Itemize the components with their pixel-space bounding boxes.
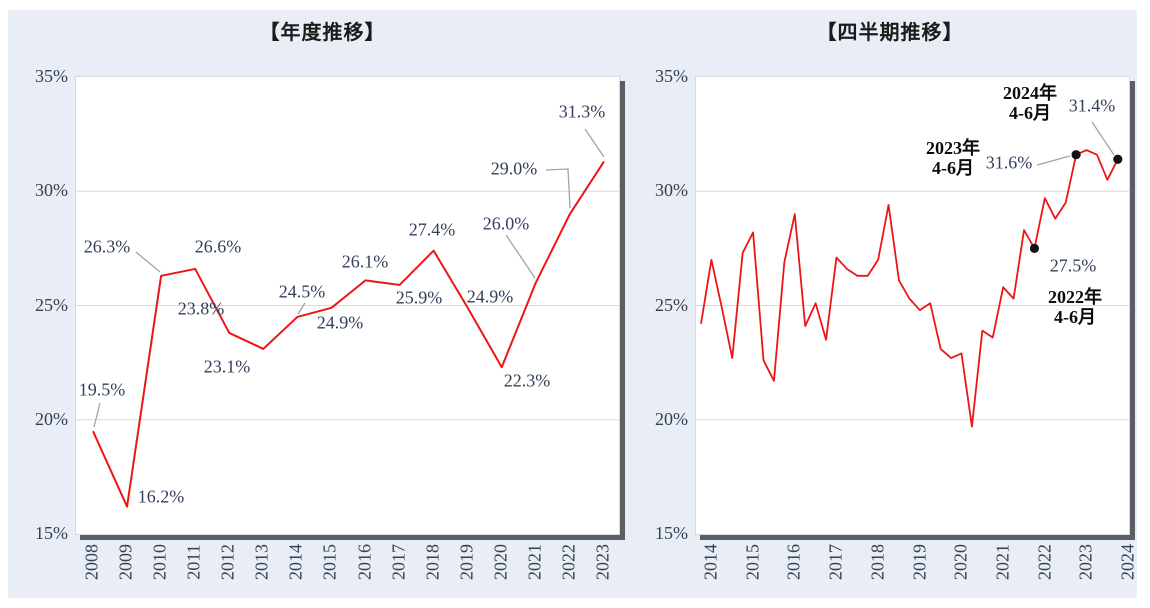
data-label: 26.6% xyxy=(194,236,242,257)
quarterly-chart-title: 【四半期推移】 xyxy=(816,22,964,44)
x-tick-label: 2023 xyxy=(1075,544,1096,580)
y-tick-label: 15% xyxy=(655,523,688,543)
quarterly-chart-plot-area xyxy=(695,76,1130,535)
x-tick-label: 2016 xyxy=(783,544,804,580)
trend-line xyxy=(92,161,605,508)
x-tick-label: 2012 xyxy=(217,544,238,580)
annual-trend-chart: 【年度推移】 35% 30% 25% 20% 15% 2008 2009 2010 2011 20… xyxy=(20,0,625,608)
data-label: 26.3% xyxy=(83,236,131,257)
x-tick-label: 2022 xyxy=(1034,544,1055,580)
x-tick-label: 2021 xyxy=(992,544,1013,580)
data-label: 26.1% xyxy=(341,251,389,272)
trend-line xyxy=(700,149,1119,428)
leader-line xyxy=(1091,121,1115,156)
leader-line xyxy=(135,251,161,273)
x-tick-label: 2018 xyxy=(867,544,888,580)
y-tick-label: 25% xyxy=(655,294,688,315)
annotation-value-label: 31.4% xyxy=(1068,95,1116,116)
data-label: 24.9% xyxy=(466,286,514,307)
annotation-period-label: 2022年 4-6月 xyxy=(1048,286,1102,327)
x-tick-label: 2022 xyxy=(558,544,579,580)
x-tick-label: 2010 xyxy=(149,544,170,580)
y-tick-label: 30% xyxy=(655,180,688,201)
x-tick-label: 2017 xyxy=(825,544,846,580)
x-tick-label: 2008 xyxy=(81,544,102,580)
x-tick-label: 2014 xyxy=(700,544,721,580)
data-label: 27.4% xyxy=(408,219,456,240)
x-tick-label: 2016 xyxy=(354,544,374,580)
x-tick-label: 2019 xyxy=(909,544,929,580)
x-tick-label: 2020 xyxy=(490,544,511,580)
annual-chart-plot-area xyxy=(75,76,620,535)
x-tick-label: 2023 xyxy=(592,544,613,580)
x-tick-label: 2020 xyxy=(950,544,971,580)
annotation-value-label: 31.6% xyxy=(985,152,1033,173)
data-label: 26.0% xyxy=(482,213,530,234)
annual-chart-title: 【年度推移】 xyxy=(259,22,386,44)
leader-line xyxy=(93,402,101,428)
leader-line xyxy=(297,302,306,315)
x-tick-label: 2014 xyxy=(285,544,306,580)
annotation-period-label: 2023年 4-6月 xyxy=(926,137,980,178)
x-tick-label: 2015 xyxy=(742,544,763,580)
data-point-marker xyxy=(1029,243,1040,253)
data-point-marker xyxy=(1113,154,1123,164)
data-label: 24.9% xyxy=(316,312,364,333)
y-tick-label: 30% xyxy=(35,180,68,201)
data-label: 16.2% xyxy=(137,486,185,507)
data-point-marker xyxy=(1071,150,1081,160)
data-label: 22.3% xyxy=(503,370,551,391)
data-label: 24.5% xyxy=(278,281,326,302)
x-tick-label: 2015 xyxy=(319,544,340,580)
x-tick-label: 2019 xyxy=(456,544,477,580)
x-tick-label: 2024 xyxy=(1117,544,1138,580)
x-tick-label: 2013 xyxy=(251,544,272,580)
x-tick-label: 2021 xyxy=(524,544,545,580)
x-tick-label: 2017 xyxy=(388,544,409,580)
data-label: 25.9% xyxy=(395,287,443,308)
x-tick-label: 2011 xyxy=(183,544,204,580)
data-label: 23.1% xyxy=(203,356,251,377)
quarterly-trend-chart: 【四半期推移】 35% 30% 25% 20% 15% 2014 2015 2016 2017 2… xyxy=(640,0,1140,608)
data-label: 19.5% xyxy=(78,379,126,400)
y-tick-label: 35% xyxy=(35,66,68,86)
annotation-value-label: 27.5% xyxy=(1049,255,1097,276)
y-tick-label: 20% xyxy=(35,408,68,429)
y-tick-label: 15% xyxy=(35,523,68,543)
leader-line xyxy=(505,234,536,279)
y-tick-label: 25% xyxy=(35,294,68,315)
leader-line xyxy=(1036,155,1071,166)
leader-line xyxy=(584,128,605,158)
y-tick-label: 35% xyxy=(655,66,688,86)
data-label: 31.3% xyxy=(558,101,606,122)
x-tick-label: 2018 xyxy=(422,544,443,580)
y-tick-label: 20% xyxy=(655,408,688,429)
data-label: 23.8% xyxy=(177,298,225,319)
annotation-period-label: 2024年 4-6月 xyxy=(1003,82,1057,123)
data-label: 29.0% xyxy=(490,158,538,179)
leader-line xyxy=(545,168,571,209)
x-tick-label: 2009 xyxy=(115,544,136,580)
